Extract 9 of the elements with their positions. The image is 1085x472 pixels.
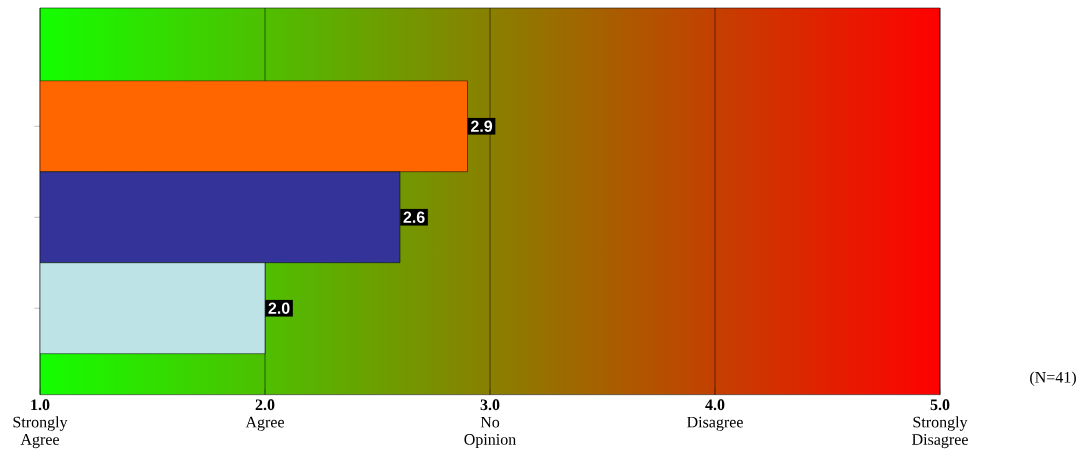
data-label: 2.6 bbox=[403, 211, 425, 223]
data-label: 2.0 bbox=[268, 302, 290, 314]
x-tick-label: 1.0 Strongly Agree bbox=[13, 399, 68, 449]
data-label: 2.9 bbox=[471, 120, 493, 132]
x-tick-label: 3.0 No Opinion bbox=[464, 399, 516, 449]
x-tick-label: 2.0 Agree bbox=[245, 399, 284, 431]
x-tick-label: 5.0 Strongly Disagree bbox=[912, 399, 968, 449]
text: (N=41) bbox=[1030, 371, 1076, 386]
x-tick-label: 4.0 Disagree bbox=[687, 399, 743, 431]
